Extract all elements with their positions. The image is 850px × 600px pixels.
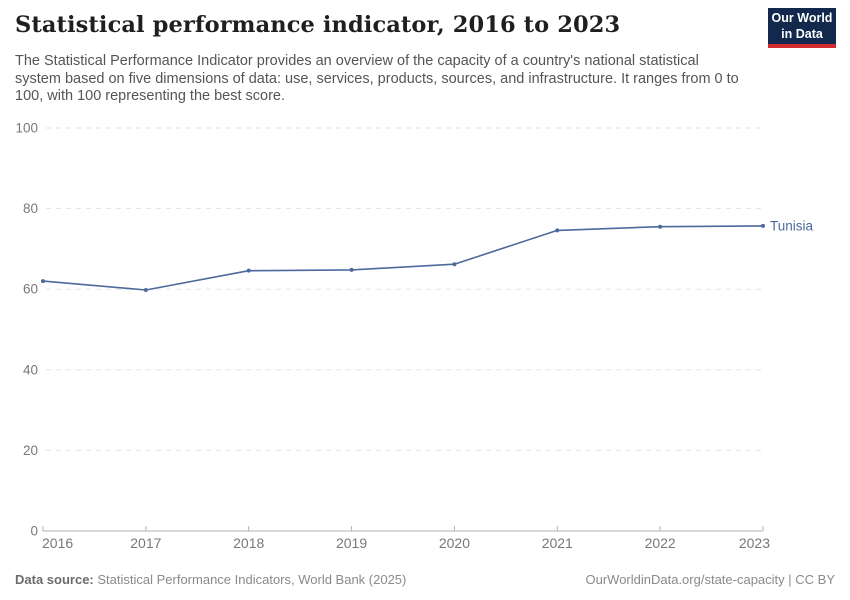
data-point [246,268,251,273]
y-tick-label: 20 [23,443,38,458]
data-point [143,288,148,293]
owid-logo-line1: Our World [771,10,833,25]
page-title: Statistical performance indicator, 2016 … [15,12,621,38]
x-tick-label: 2016 [42,535,73,551]
data-point [658,224,663,229]
y-tick-label: 60 [23,282,38,297]
data-point [555,228,560,233]
x-tick-label: 2020 [439,535,470,551]
owid-logo[interactable]: Our World in Data [768,8,836,48]
data-source-label: Data source: [15,572,94,587]
data-point [452,262,457,267]
chart-subtitle: The Statistical Performance Indicator pr… [15,53,739,105]
footer-link[interactable]: OurWorldinData.org/state-capacity | CC B… [585,572,835,587]
y-tick-label: 80 [23,201,38,216]
data-point [761,223,765,228]
entity-label-tunisia[interactable]: Tunisia [770,218,814,233]
x-tick-label: 2022 [645,535,676,551]
owid-logo-line2: in Data [781,27,823,41]
x-tick-label: 2017 [130,535,161,551]
data-point [349,267,354,272]
y-tick-label: 40 [23,362,38,377]
x-tick-label: 2021 [542,535,573,551]
x-tick-label: 2018 [233,535,264,551]
data-point [41,279,45,284]
series-line-tunisia [42,225,764,291]
x-tick-label: 2019 [336,535,367,551]
chart-svg: 0 20 40 60 80 100 2016 2017 2018 2019 2020 2021 2022… [15,121,814,552]
data-source: Data source: Statistical Performance Ind… [15,572,406,587]
y-tick-label: 100 [15,121,38,136]
y-tick-label: 0 [30,524,38,539]
x-tick-label: 2023 [739,535,770,551]
chart-footer: Data source: Statistical Performance Ind… [15,572,835,587]
data-source-text: Statistical Performance Indicators, Worl… [93,572,407,587]
